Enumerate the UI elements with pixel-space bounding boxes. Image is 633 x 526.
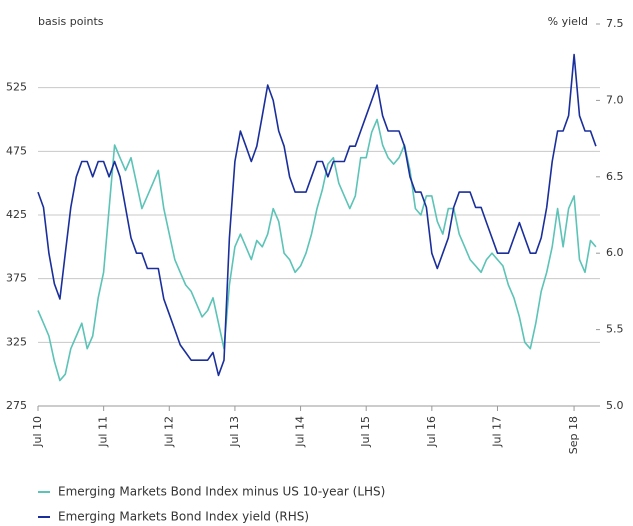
y-tick-label: 525 — [6, 81, 27, 94]
y-axis-label: basis points — [38, 15, 104, 28]
y-tick-label: 275 — [6, 399, 27, 412]
y2-tick-label: 6.0 — [606, 246, 624, 259]
x-tick-label: Sep 18 — [567, 416, 580, 454]
x-tick-label: Jul 11 — [97, 416, 110, 448]
y-tick-label: 425 — [6, 208, 27, 221]
y-tick-label: 475 — [6, 144, 27, 157]
series-line — [37, 118, 597, 382]
y2-tick-label: 5.0 — [606, 399, 624, 412]
x-tick-label: Jul 17 — [490, 416, 503, 448]
y2-tick-label: 5.5 — [606, 323, 624, 336]
x-tick-label: Jul 16 — [425, 416, 438, 448]
x-tick-label: Jul 13 — [228, 416, 241, 448]
x-tick-label: Jul 15 — [359, 416, 372, 448]
y-tick-label: 375 — [6, 272, 27, 285]
x-tick-label: Jul 12 — [162, 416, 175, 448]
y-tick-label: 325 — [6, 335, 27, 348]
y2-axis-label: % yield — [548, 15, 588, 28]
legend-label: Emerging Markets Bond Index yield (RHS) — [58, 510, 309, 524]
y2-tick-label: 6.5 — [606, 170, 624, 183]
legend-label: Emerging Markets Bond Index minus US 10-… — [58, 485, 385, 499]
series-line — [37, 53, 597, 377]
y2-tick-label: 7.0 — [606, 93, 624, 106]
x-tick-label: Jul 10 — [31, 416, 44, 448]
y2-tick-label: 7.5 — [606, 17, 624, 30]
x-tick-label: Jul 14 — [294, 416, 307, 448]
